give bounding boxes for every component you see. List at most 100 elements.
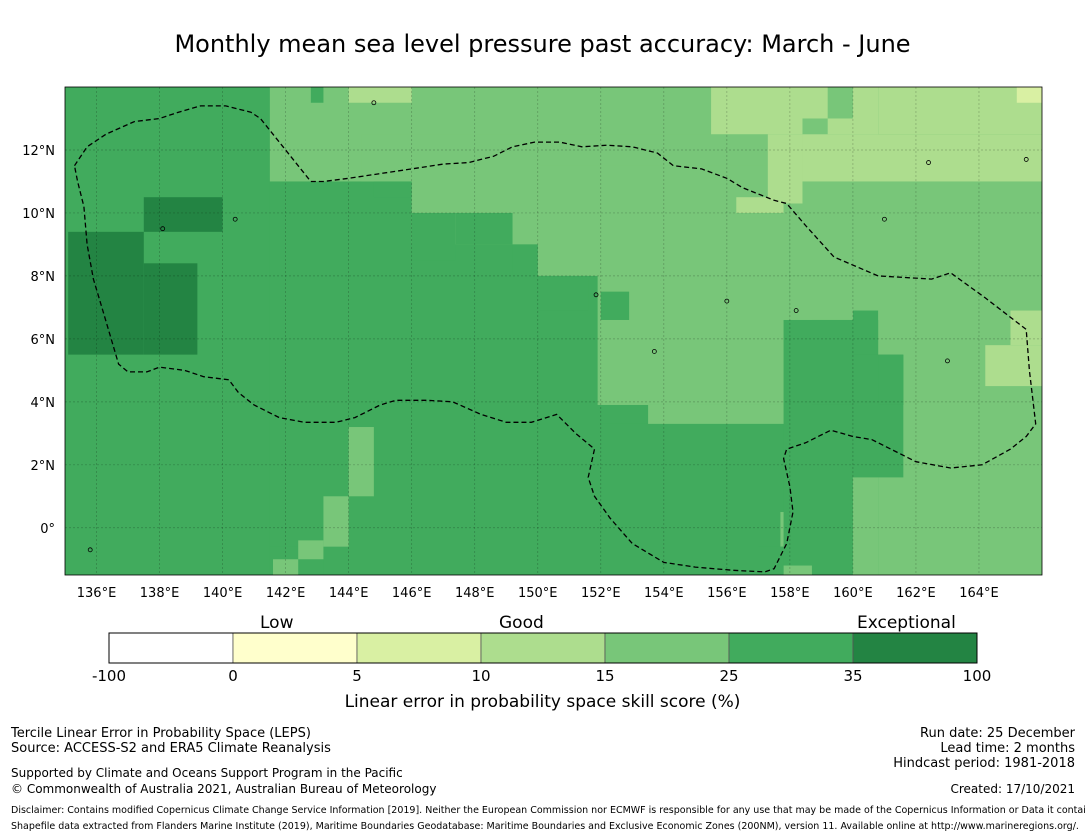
colorbar-label-exceptional: Exceptional [857,613,956,633]
island-outline [926,160,931,165]
grid-cell [878,87,1042,135]
latitude-ticks: 12°N 10°N 8°N 6°N 4°N 2°N 0° [22,144,55,537]
colorbar-bin [232,632,358,664]
colorbar-tick: 35 [843,667,863,685]
latitude-label: 2°N [31,459,56,474]
run-date: Run date: 25 December [920,726,1075,741]
island-outline [371,100,377,106]
grid-cell [143,197,223,232]
island-outline [945,358,950,364]
copyright-text: © Commonwealth of Australia 2021, Austra… [11,782,437,796]
grid-cell [323,496,349,547]
lead-time: Lead time: 2 months [940,741,1075,756]
grid-cell [878,354,904,405]
grid-cell [143,263,198,355]
longitude-label: 162°E [896,586,936,601]
colorbar-label-low: Low [260,613,294,633]
colorbar-bin [480,632,606,664]
longitude-label: 160°E [833,586,873,601]
eez-boundary [73,105,1037,573]
grid-cell [736,197,784,213]
grid-cell [852,477,879,575]
longitude-label: 144°E [329,586,369,601]
grid-cell [767,134,803,204]
grid-cell [802,118,828,135]
longitude-label: 154°E [644,586,684,601]
grid-cell [323,87,349,103]
colorbar-tick: 100 [962,667,992,685]
longitude-label: 156°E [707,586,747,601]
latitude-label: 6°N [31,333,56,348]
longitude-label: 140°E [203,586,243,601]
grid-cell [1010,310,1042,346]
island-outline [47,290,51,294]
island-outline [232,216,238,222]
colorbar-tick: 5 [352,667,362,685]
colorbar-bin [604,632,730,664]
map-frame [64,86,1043,576]
graticule [65,87,1042,575]
grid-cell [537,165,601,276]
grid-cell [811,319,853,405]
colorbar [108,632,978,664]
disclaimer: Disclaimer: Contains modified Copernicus… [11,805,1085,816]
created-date: Created: 17/10/2021 [950,782,1075,796]
island-outline [160,226,166,232]
latitude-label: 4°N [31,396,56,411]
colorbar-bin [728,632,854,664]
longitude-label: 148°E [455,586,495,601]
coastlines [47,50,1029,553]
grid-cell [512,244,538,276]
grid-cell [789,181,1042,276]
hindcast-period: Hindcast period: 1981-2018 [893,756,1075,771]
longitude-label: 136°E [77,586,117,601]
chart-title: Monthly mean sea level pressure past acc… [174,30,911,58]
grid-cell [273,559,299,575]
grid-cell [411,212,456,261]
longitude-label: 164°E [959,586,999,601]
island-outline [651,349,657,354]
support-text: Supported by Climate and Oceans Support … [11,766,403,780]
grid-cell [852,310,879,355]
grid-cell [537,275,589,311]
grid-cell [1016,87,1042,103]
colorbar-bin [356,632,482,664]
colorbar-frame [108,632,978,664]
latitude-label: 12°N [22,144,55,159]
colorbar-bin [108,632,234,664]
grid-cell [298,540,324,560]
grid-cell [455,212,513,245]
latitude-label: 8°N [31,270,56,285]
island-outline [593,292,599,298]
island-outline [400,50,404,54]
colorbar-tick: 25 [719,667,739,685]
grid-cell [600,291,630,320]
island-outline [87,547,93,553]
longitude-label: 158°E [770,586,810,601]
grid-cell [827,87,853,119]
grid-cell [348,427,374,497]
grid-cell [65,87,69,575]
grid-cell [802,134,1042,182]
island-outline [1023,157,1029,162]
latitude-label: 0° [40,522,55,537]
longitude-label: 150°E [518,586,558,601]
island-outline [882,216,887,222]
colorbar-tick: -100 [91,667,127,685]
latitude-label: 10°N [22,207,55,222]
source-text: Source: ACCESS-S2 and ERA5 Climate Reana… [11,741,331,756]
grid-cell [348,87,412,103]
colorbar-tick: 10 [471,667,491,685]
longitude-ticks: 136°E 138°E 140°E 142°E 144°E 146°E 148°E 150°E… [77,586,999,601]
grid-cell [648,404,790,424]
island-outline [793,308,799,313]
longitude-label: 152°E [581,586,621,601]
island-outline [724,298,730,304]
colorbar-tick: 15 [595,667,615,685]
colorbar-tick: 0 [228,667,238,685]
colorbar-title: Linear error in probability space skill … [344,692,741,712]
longitude-label: 146°E [392,586,432,601]
colorbar-label-good: Good [499,613,544,633]
grid-cell [310,87,324,103]
